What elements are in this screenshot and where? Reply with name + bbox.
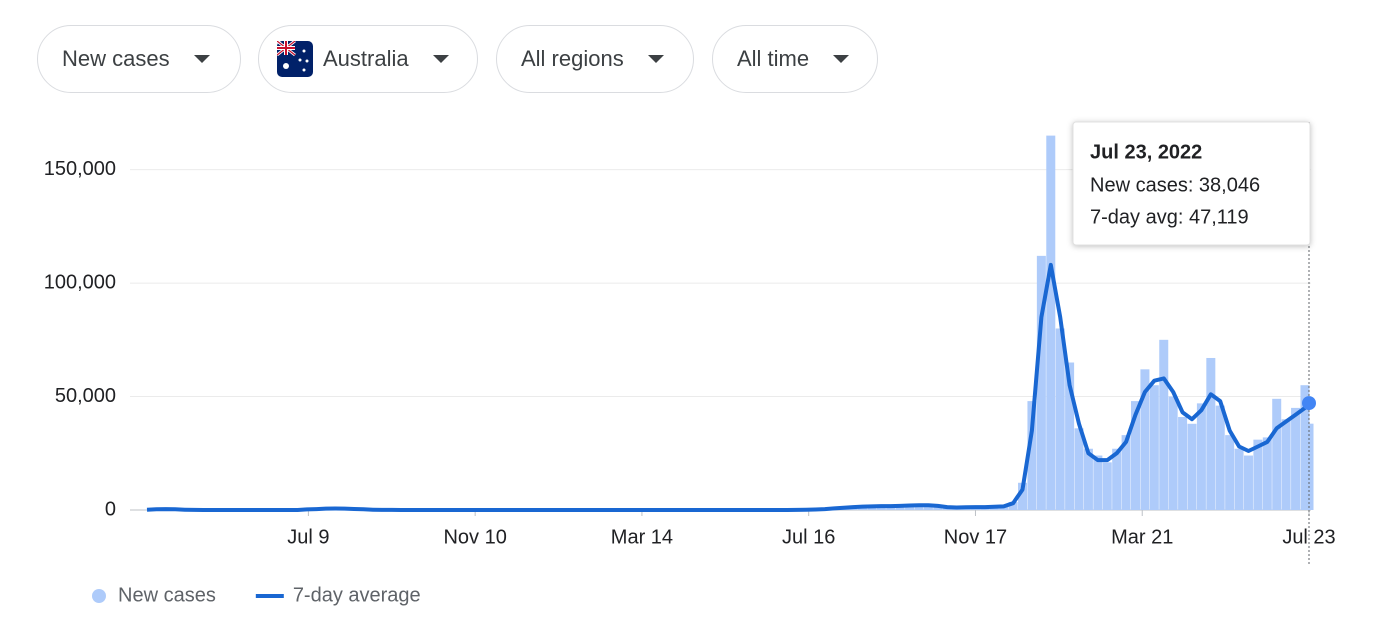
flag-icon [277, 41, 313, 77]
tooltip: Jul 23, 2022 New cases: 38,046 7-day avg: … [1072, 121, 1311, 246]
bar [970, 507, 980, 510]
bar [961, 507, 971, 510]
bar [151, 509, 161, 510]
x-tick-label: Mar 14 [611, 526, 673, 548]
tooltip-line: New cases: 38,046 [1090, 174, 1260, 196]
bar [1083, 448, 1093, 510]
dropdown-label: All regions [521, 46, 624, 71]
bar [1102, 462, 1112, 510]
dropdown-label: Australia [323, 46, 409, 71]
legend-marker [92, 589, 106, 603]
bar [1027, 401, 1037, 510]
bar [302, 509, 312, 510]
bar [1243, 455, 1253, 510]
bar [999, 506, 1009, 510]
bar [980, 507, 990, 510]
bar [330, 508, 340, 510]
bar [1074, 428, 1084, 510]
y-tick-label: 100,000 [44, 271, 116, 293]
bar [952, 507, 962, 510]
caret [647, 55, 664, 63]
bar [170, 509, 180, 510]
bar [867, 506, 877, 510]
bar [1300, 385, 1310, 510]
bar [1196, 403, 1206, 510]
bar [989, 506, 999, 510]
region-dropdown[interactable]: All regions [496, 25, 694, 93]
caret [833, 55, 850, 63]
bar [1187, 423, 1197, 510]
bar [1215, 405, 1225, 510]
bar [839, 507, 849, 510]
bar [1046, 135, 1056, 511]
line [146, 262, 1311, 512]
bar [1262, 437, 1272, 510]
bar [820, 509, 830, 510]
hover-dot [1302, 396, 1316, 411]
bar [1121, 435, 1131, 510]
country-dropdown[interactable]: Australia [258, 25, 478, 93]
bar [914, 505, 924, 510]
x-tick-label: Jul 9 [287, 526, 329, 548]
x-tick-label: Mar 21 [1111, 526, 1173, 548]
bar [876, 506, 886, 510]
bar [886, 506, 896, 510]
bar [1093, 455, 1103, 510]
bar [1018, 482, 1028, 510]
x-tick-label: Nov 17 [944, 526, 1007, 548]
bar [857, 506, 867, 510]
bar [923, 505, 933, 510]
bar [942, 507, 952, 510]
y-tick-label: 0 [105, 498, 116, 520]
bar [340, 508, 350, 510]
x-tick-label: Jul 23 [1282, 526, 1335, 548]
time-dropdown[interactable]: All time [712, 25, 878, 93]
bar [1178, 416, 1188, 510]
x-tick-label: Nov 10 [443, 526, 506, 548]
bar [1112, 448, 1122, 510]
bar [1131, 401, 1141, 510]
bar [161, 509, 171, 510]
legend-label: 7-day average [293, 584, 421, 606]
y-tick-label: 50,000 [55, 385, 116, 407]
tooltip-title: Jul 23, 2022 [1090, 141, 1202, 163]
bar [1036, 255, 1046, 510]
bar [1225, 435, 1235, 510]
bar [1272, 398, 1282, 510]
legend-label: New cases [118, 584, 216, 606]
x-tick-label: Jul 16 [782, 526, 835, 548]
bar [321, 508, 331, 510]
bar [1304, 423, 1314, 510]
bar [1140, 369, 1150, 510]
bar [1281, 419, 1291, 510]
dropdown-label: New cases [62, 46, 170, 71]
metric-dropdown[interactable]: New cases [37, 25, 241, 93]
bar [1168, 396, 1178, 510]
caret [193, 55, 210, 63]
bar [1055, 328, 1065, 510]
bar [848, 507, 858, 510]
bar [933, 505, 943, 510]
bar [1206, 357, 1216, 510]
bar [1008, 502, 1018, 510]
tooltip-box [1072, 121, 1311, 246]
bar [829, 508, 839, 510]
bar [311, 509, 321, 510]
bar [895, 505, 905, 510]
bar [349, 508, 359, 510]
bar [1234, 448, 1244, 510]
bar [1159, 339, 1169, 510]
tooltip-line: 7-day avg: 47,119 [1090, 206, 1249, 228]
dropdown-label: All time [737, 46, 810, 71]
bar [905, 505, 915, 510]
bar [1149, 385, 1159, 510]
caret [432, 55, 449, 63]
bar [1253, 439, 1263, 510]
bar [359, 509, 369, 510]
bar [1065, 362, 1075, 510]
bar [1291, 407, 1301, 510]
y-tick-label: 150,000 [44, 158, 116, 180]
